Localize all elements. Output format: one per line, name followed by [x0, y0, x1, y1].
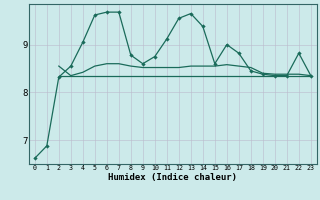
X-axis label: Humidex (Indice chaleur): Humidex (Indice chaleur)	[108, 173, 237, 182]
